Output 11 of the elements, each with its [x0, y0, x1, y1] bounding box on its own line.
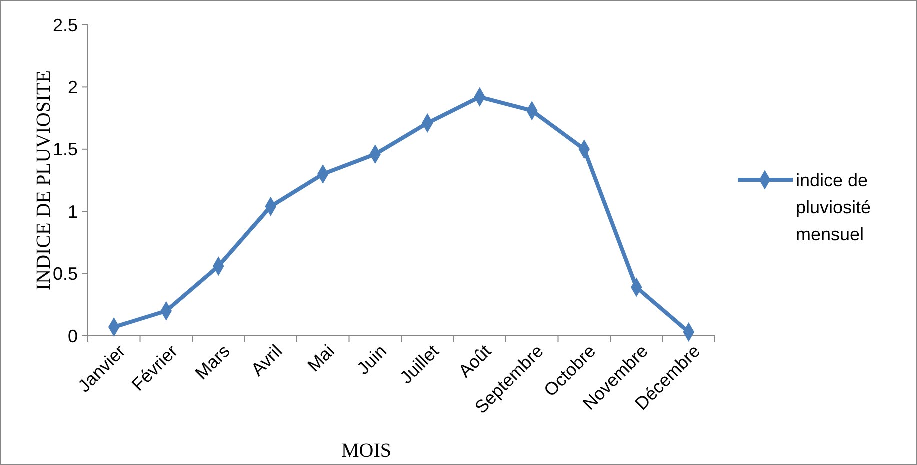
- y-tick-label: 0: [68, 326, 78, 346]
- y-tick-label: 1.5: [52, 140, 78, 160]
- x-tick-label: Juin: [353, 341, 391, 379]
- legend-label: indice de pluviosité mensuel: [796, 170, 872, 244]
- y-axis-title: INDICE DE PLUVIOSITE: [33, 70, 55, 290]
- y-tick-label: 2: [68, 78, 78, 98]
- x-tick-label: Mai: [304, 341, 338, 376]
- y-tick-label: 0.5: [52, 264, 78, 284]
- x-axis-title: MOIS: [341, 440, 392, 462]
- y-tick-label: 2.5: [52, 15, 78, 36]
- y-tick-label: 1: [68, 202, 78, 222]
